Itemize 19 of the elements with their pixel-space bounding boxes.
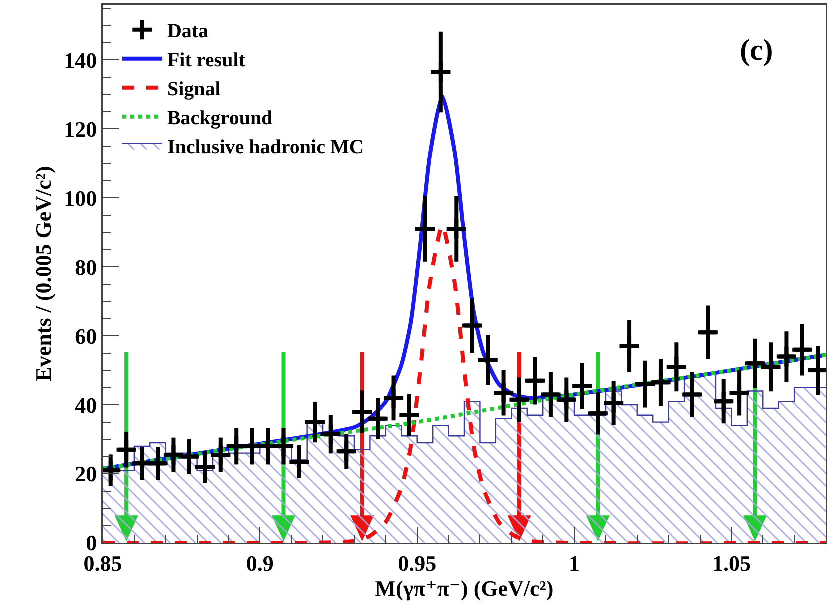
x-tick-label: 0.9 — [246, 550, 274, 576]
x-tick-label: 1.05 — [712, 550, 751, 576]
y-tick-label: 100 — [64, 186, 98, 211]
x-axis-title: M(γπ⁺π⁻) (GeV/c²) — [375, 576, 554, 601]
legend-label: Data — [167, 20, 209, 43]
legend-label: Inclusive hadronic MC — [167, 136, 364, 159]
legend-label: Signal — [167, 78, 222, 101]
legend-label: Fit result — [167, 50, 246, 72]
y-axis-title: Events / (0.005 GeV/c²) — [31, 166, 56, 382]
y-tick-label: 140 — [64, 48, 98, 73]
y-tick-label: 80 — [75, 254, 98, 280]
y-tick-label: 60 — [75, 324, 98, 349]
y-tick-label: 40 — [75, 392, 98, 418]
legend-label: Background — [167, 108, 273, 130]
y-tick-label: 20 — [75, 462, 98, 487]
y-tick-label: 120 — [64, 116, 98, 142]
x-tick-label: 1 — [569, 550, 580, 576]
annotation: (c) — [740, 34, 774, 67]
x-tick-label: 0.95 — [398, 550, 437, 576]
